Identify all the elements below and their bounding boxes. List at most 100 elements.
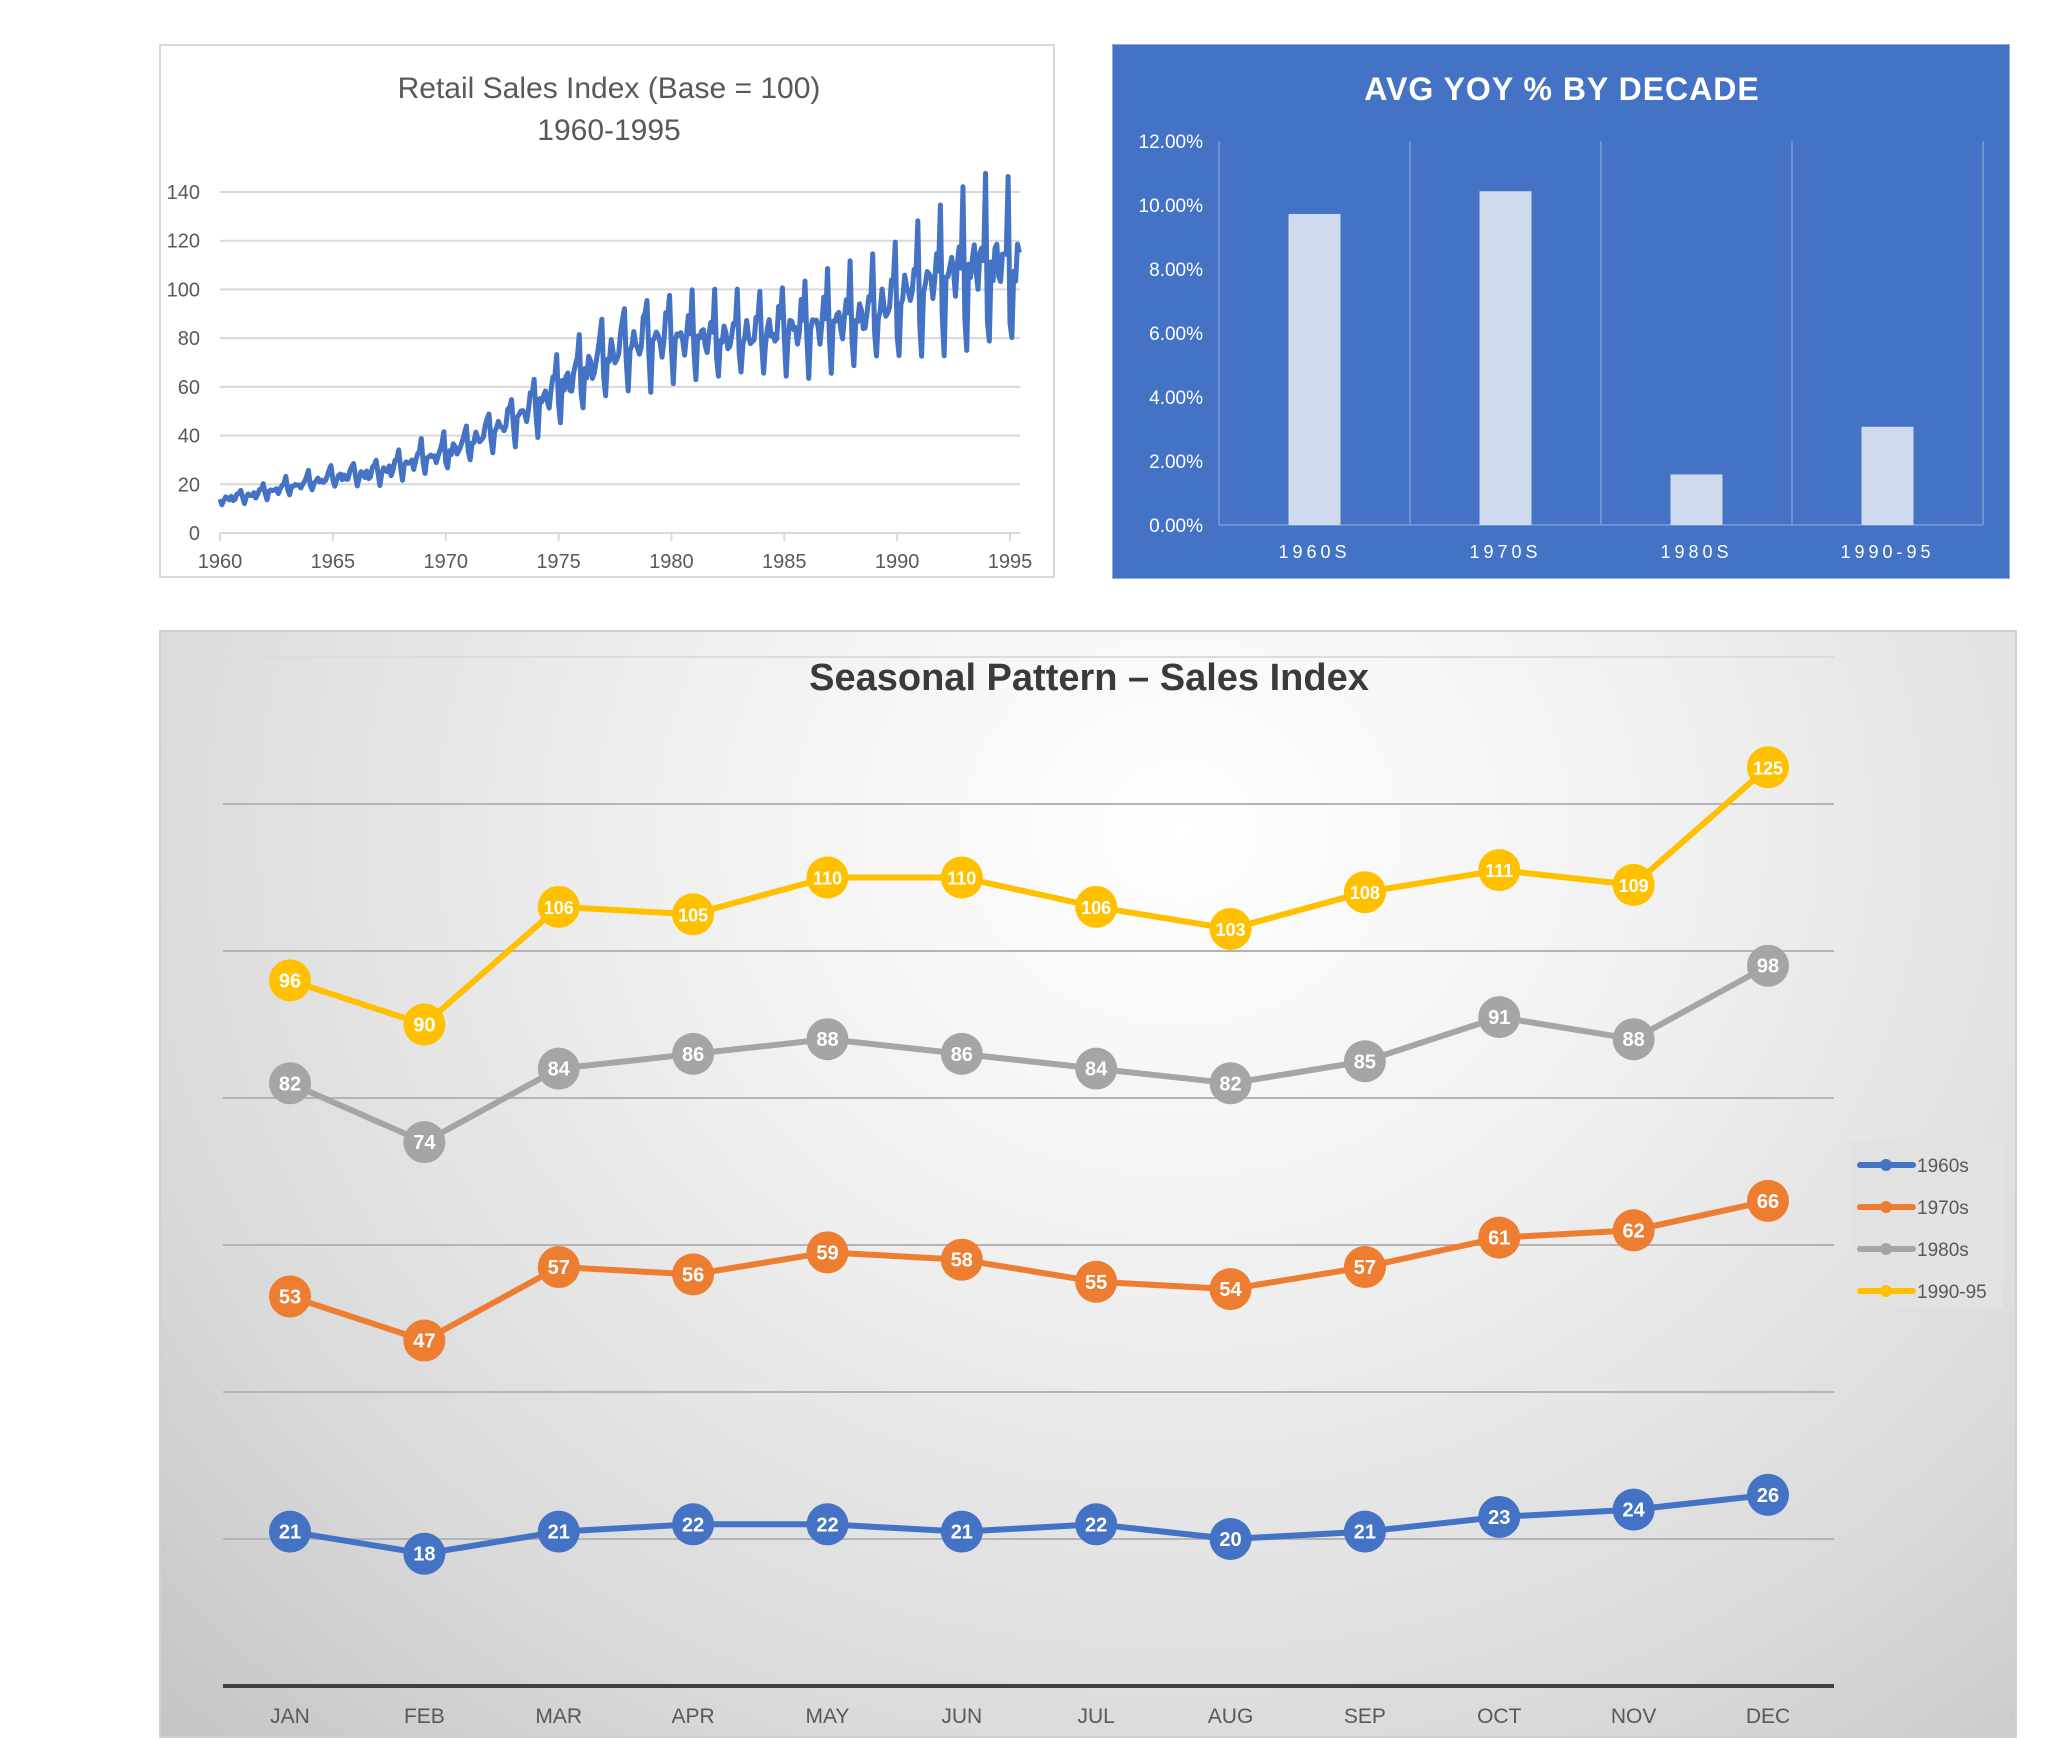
data-label-1980s: 82 bbox=[1219, 1073, 1241, 1095]
data-point-1970s bbox=[940, 1238, 983, 1281]
data-point-1960s bbox=[1209, 1518, 1252, 1560]
x-tick-label: 1995 bbox=[988, 551, 1033, 573]
data-point-1980s bbox=[537, 1047, 580, 1090]
legend-marker-1960s bbox=[1880, 1159, 1892, 1171]
data-point-1960s bbox=[940, 1510, 983, 1553]
data-point-1980s bbox=[403, 1121, 446, 1164]
legend-label: 1960s bbox=[1917, 1156, 1969, 1177]
data-label-1960s: 22 bbox=[682, 1514, 704, 1536]
series-line-1960s bbox=[289, 1491, 1769, 1557]
y-tick-label: 140 bbox=[167, 182, 200, 204]
data-point-1980s bbox=[1478, 996, 1521, 1039]
data-label-1980s: 98 bbox=[1757, 956, 1779, 978]
data-label-1960s: 18 bbox=[413, 1544, 435, 1566]
data-label-1990-95: 125 bbox=[1753, 758, 1783, 778]
y-tick-label: 4.00% bbox=[1149, 388, 1203, 409]
y-tick-label: 120 bbox=[167, 231, 200, 253]
x-tick-label: 1980S bbox=[1660, 542, 1732, 562]
data-label-1970s: 55 bbox=[1085, 1272, 1107, 1294]
data-point-1990-95 bbox=[1612, 863, 1655, 906]
y-tick-label: 12.00% bbox=[1139, 132, 1204, 153]
bar-1970s bbox=[1479, 191, 1532, 526]
data-point-1960s bbox=[403, 1532, 446, 1575]
data-point-1980s bbox=[1747, 944, 1789, 987]
data-label-1970s: 59 bbox=[816, 1242, 838, 1264]
data-label-1980s: 91 bbox=[1488, 1007, 1510, 1029]
x-tick-label: 1975 bbox=[536, 551, 581, 573]
data-label-1990-95: 110 bbox=[947, 869, 976, 889]
retail-sales-line-svg: Retail Sales Index (Base = 100) 1960-199… bbox=[167, 72, 1033, 573]
legend bbox=[1851, 1141, 2003, 1308]
data-point-1960s bbox=[806, 1503, 849, 1546]
x-tick-label: FEB bbox=[404, 1705, 445, 1728]
data-label-1960s: 21 bbox=[951, 1522, 973, 1544]
data-label-1990-95: 111 bbox=[1485, 861, 1513, 881]
data-label-1960s: 21 bbox=[1354, 1522, 1376, 1544]
data-point-1990-95 bbox=[806, 856, 849, 899]
data-point-1970s bbox=[1075, 1260, 1118, 1303]
data-point-1960s bbox=[1343, 1510, 1386, 1553]
data-label-1960s: 22 bbox=[1085, 1514, 1107, 1536]
data-label-1970s: 54 bbox=[1219, 1279, 1242, 1301]
data-point-1990-95 bbox=[1747, 746, 1789, 789]
y-tick-label: 60 bbox=[178, 377, 200, 399]
data-label-1970s: 57 bbox=[1354, 1257, 1376, 1279]
y-tick-label: 8.00% bbox=[1149, 260, 1203, 281]
y-tick-label: 10.00% bbox=[1139, 196, 1204, 217]
x-tick-label: MAR bbox=[535, 1705, 582, 1728]
x-tick-label: 1960 bbox=[198, 551, 243, 573]
x-tick-label: 1980 bbox=[649, 551, 694, 573]
x-tick-label: 1965 bbox=[311, 551, 356, 573]
x-tick-label: NOV bbox=[1611, 1705, 1657, 1728]
data-label-1970s: 61 bbox=[1488, 1228, 1510, 1250]
x-tick-label: SEP bbox=[1344, 1705, 1386, 1728]
data-label-1970s: 58 bbox=[951, 1250, 973, 1272]
legend-label: 1970s bbox=[1917, 1198, 1969, 1219]
legend-label: 1990-95 bbox=[1917, 1282, 1987, 1303]
seasonal-line-svg: Seasonal Pattern – Sales Index JAN FEB MAR… bbox=[223, 656, 2003, 1728]
data-label-1960s: 21 bbox=[548, 1522, 570, 1544]
data-label-1980s: 88 bbox=[1623, 1029, 1645, 1051]
data-label-1990-95: 90 bbox=[413, 1015, 435, 1037]
series-line-1990-95 bbox=[289, 764, 1770, 1028]
data-point-1980s bbox=[1209, 1062, 1252, 1105]
data-point-1970s bbox=[1209, 1268, 1252, 1311]
y-tick-label: 80 bbox=[178, 328, 200, 350]
x-tick-label: 1960S bbox=[1278, 542, 1350, 562]
data-point-1980s bbox=[269, 1062, 311, 1105]
data-point-1970s bbox=[1612, 1209, 1655, 1252]
data-label-1960s: 20 bbox=[1219, 1529, 1241, 1551]
data-point-1970s bbox=[269, 1275, 311, 1318]
data-label-1970s: 62 bbox=[1623, 1220, 1645, 1242]
chart-subtitle: 1960-1995 bbox=[537, 114, 680, 147]
bar-1980s bbox=[1670, 474, 1723, 525]
data-point-1990-95 bbox=[672, 893, 715, 936]
data-label-1990-95: 106 bbox=[1081, 898, 1111, 918]
sales-index-line bbox=[217, 170, 1022, 508]
data-label-1990-95: 106 bbox=[544, 898, 574, 918]
data-label-1980s: 85 bbox=[1354, 1051, 1376, 1073]
data-label-1980s: 88 bbox=[816, 1029, 838, 1051]
data-label-1980s: 86 bbox=[951, 1044, 973, 1066]
data-label-1970s: 53 bbox=[279, 1286, 301, 1308]
data-label-1970s: 56 bbox=[682, 1264, 704, 1286]
data-point-1980s bbox=[1075, 1047, 1118, 1090]
data-point-1990-95 bbox=[537, 885, 580, 928]
data-point-1980s bbox=[940, 1032, 983, 1075]
data-point-1970s bbox=[806, 1231, 849, 1274]
data-label-1960s: 23 bbox=[1488, 1507, 1510, 1529]
y-tick-label: 6.00% bbox=[1149, 324, 1203, 345]
data-label-1970s: 47 bbox=[413, 1331, 435, 1353]
data-point-1990-95 bbox=[1478, 849, 1521, 892]
x-tick-label: JUN bbox=[941, 1705, 982, 1728]
data-label-1990-95: 103 bbox=[1216, 920, 1246, 940]
data-point-1960s bbox=[1478, 1495, 1521, 1538]
data-point-1960s bbox=[1075, 1503, 1118, 1546]
chart-title: Retail Sales Index (Base = 100) bbox=[398, 72, 821, 105]
data-point-1960s bbox=[1612, 1488, 1655, 1531]
seasonal-pattern-chart: Seasonal Pattern – Sales Index JAN FEB MAR… bbox=[159, 630, 2017, 1738]
data-point-1990-95 bbox=[269, 959, 311, 1002]
data-point-1970s bbox=[403, 1319, 446, 1362]
legend-marker-1970s bbox=[1880, 1201, 1892, 1213]
data-point-1990-95 bbox=[403, 1003, 446, 1046]
